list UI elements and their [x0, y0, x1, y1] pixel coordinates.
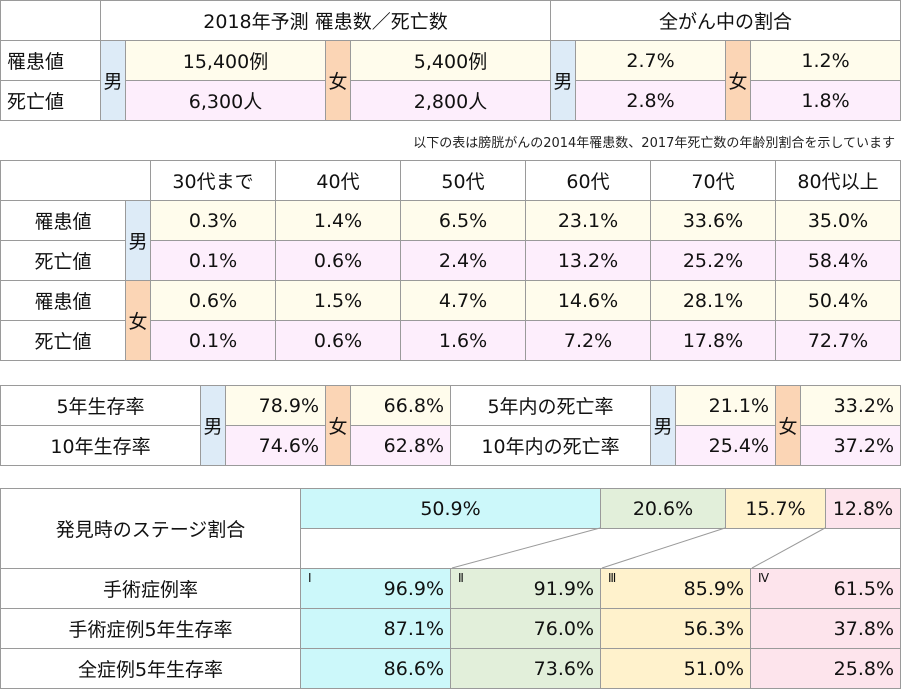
stage-label: Ⅳ [758, 571, 770, 585]
column-header: 30代まで [150, 160, 276, 201]
value: 2.7% [575, 40, 726, 81]
value: 86.6% [300, 648, 451, 689]
value: 2,800人 [350, 80, 551, 121]
column-header: 70代 [650, 160, 776, 201]
stage-label: Ⅱ [458, 571, 464, 585]
row-label: 罹患値 [0, 280, 126, 321]
row-label: 死亡値 [0, 320, 126, 361]
value: 7.2% [525, 320, 651, 361]
row-label: 罹患値 [0, 200, 126, 241]
row-label: 10年生存率 [0, 425, 201, 466]
value: 50.4% [775, 280, 901, 321]
value: 6,300人 [125, 80, 326, 121]
row-label: 10年内の死亡率 [450, 425, 651, 466]
corner [0, 160, 151, 201]
value: 21.1% [675, 385, 776, 426]
stage-label: Ⅰ [308, 571, 312, 585]
value: 15,400例 [125, 40, 326, 81]
corner [0, 0, 101, 41]
value: 25.2% [650, 240, 776, 281]
value: 56.3% [600, 608, 751, 649]
gender: 女 [725, 40, 751, 121]
gender: 男 [125, 200, 151, 281]
row-label: 全症例5年生存率 [0, 648, 301, 689]
gender: 男 [550, 40, 576, 121]
value: 14.6% [525, 280, 651, 321]
value: 25.8% [750, 648, 901, 689]
gender: 女 [325, 40, 351, 121]
column-header: 50代 [400, 160, 526, 201]
value: 25.4% [675, 425, 776, 466]
value: 33.2% [800, 385, 901, 426]
gender: 女 [125, 280, 151, 361]
row-label: 発見時のステージ割合 [0, 488, 301, 569]
value: 0.6% [275, 240, 401, 281]
column-header: 80代以上 [775, 160, 901, 201]
value: 1.6% [400, 320, 526, 361]
value: 28.1% [650, 280, 776, 321]
value: 2.4% [400, 240, 526, 281]
value: 37.2% [800, 425, 901, 466]
value: 17.8% [650, 320, 776, 361]
value: 51.0% [600, 648, 751, 689]
value: 62.8% [350, 425, 451, 466]
value: 74.6% [225, 425, 326, 466]
value: 0.3% [150, 200, 276, 241]
value: 6.5% [400, 200, 526, 241]
value: 23.1% [525, 200, 651, 241]
value: 91.9% [450, 568, 601, 609]
value: 33.6% [650, 200, 776, 241]
gender: 男 [200, 385, 226, 466]
row-label: 5年生存率 [0, 385, 201, 426]
gender: 男 [650, 385, 676, 466]
value: 4.7% [400, 280, 526, 321]
row-label: 手術症例5年生存率 [0, 608, 301, 649]
header: 2018年予測 罹患数／死亡数 [100, 0, 551, 41]
column-header: 60代 [525, 160, 651, 201]
value: 37.8% [750, 608, 901, 649]
distribution: 20.6% [600, 488, 726, 529]
gender: 男 [100, 40, 126, 121]
value: 1.8% [750, 80, 901, 121]
column-header: 40代 [275, 160, 401, 201]
row-label: 死亡値 [0, 240, 126, 281]
value: 5,400例 [350, 40, 551, 81]
value: 72.7% [775, 320, 901, 361]
value: 1.2% [750, 40, 901, 81]
value: 78.9% [225, 385, 326, 426]
value: 0.6% [150, 280, 276, 321]
value: 76.0% [450, 608, 601, 649]
value: 0.6% [275, 320, 401, 361]
distribution: 12.8% [825, 488, 901, 529]
value: 96.9% [300, 568, 451, 609]
header: 全がん中の割合 [550, 0, 901, 41]
value: 85.9% [600, 568, 751, 609]
gender: 女 [325, 385, 351, 466]
row-label: 死亡値 [0, 80, 101, 121]
value: 2.8% [575, 80, 726, 121]
gender: 女 [775, 385, 801, 466]
value: 0.1% [150, 320, 276, 361]
value: 58.4% [775, 240, 901, 281]
spacer [300, 528, 901, 569]
value: 73.6% [450, 648, 601, 689]
value: 35.0% [775, 200, 901, 241]
value: 61.5% [750, 568, 901, 609]
distribution: 50.9% [300, 488, 601, 529]
value: 66.8% [350, 385, 451, 426]
note: 以下の表は膀胱がんの2014年罹患数、2017年死亡数の年齢別割合を示しています [413, 136, 895, 151]
row-label: 手術症例率 [0, 568, 301, 609]
distribution: 15.7% [725, 488, 826, 529]
value: 1.4% [275, 200, 401, 241]
row-label: 5年内の死亡率 [450, 385, 651, 426]
row-label: 罹患値 [0, 40, 101, 81]
value: 13.2% [525, 240, 651, 281]
value: 1.5% [275, 280, 401, 321]
value: 0.1% [150, 240, 276, 281]
value: 87.1% [300, 608, 451, 649]
stage-label: Ⅲ [608, 571, 617, 585]
